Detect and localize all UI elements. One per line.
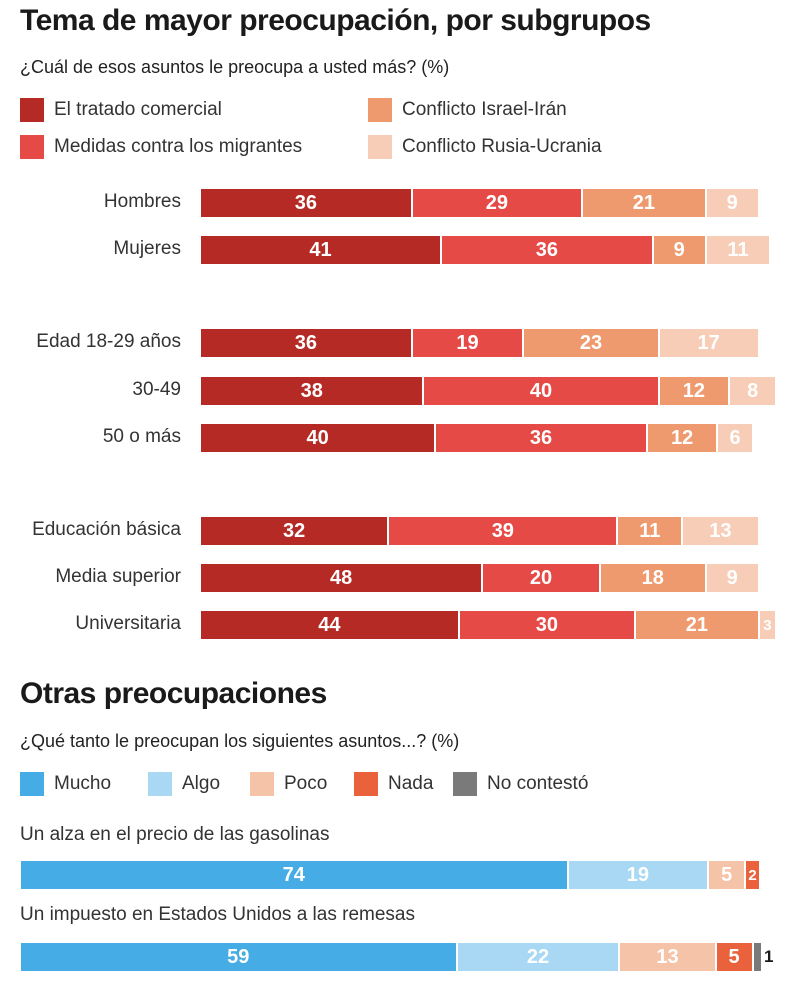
- legend-item-israel-iran: Conflicto Israel-Irán: [368, 98, 567, 122]
- row-label: Hombres: [103, 191, 181, 212]
- row-label: Educación básica: [32, 519, 181, 540]
- legend-swatch: [20, 135, 44, 159]
- bar-segment: 9: [706, 189, 760, 217]
- bar-segment: 9: [706, 564, 760, 592]
- bar-segment: 3: [759, 611, 778, 639]
- legend-swatch: [354, 772, 378, 796]
- legend-swatch: [20, 98, 44, 122]
- legend-swatch: [368, 135, 392, 159]
- bar-segment: 36: [436, 424, 648, 452]
- bar-segment: 20: [483, 564, 601, 592]
- chart2-title: Otras preocupaciones: [20, 677, 327, 710]
- bar-segment: 41: [201, 236, 443, 264]
- row-label: Edad 18-29 años: [36, 331, 181, 352]
- row-label: 30-49: [132, 379, 181, 400]
- bar-segment: 74: [21, 861, 569, 889]
- bar-segment: 48: [201, 564, 484, 592]
- bar-segment: 5: [709, 861, 747, 889]
- legend-label: Conflicto Rusia-Ucrania: [402, 136, 602, 157]
- legend-swatch: [20, 772, 44, 796]
- bar-segment: 1: [753, 943, 773, 971]
- bar-segment: 29: [412, 189, 584, 217]
- bar-segment: 19: [568, 861, 710, 889]
- bar-segment: 44: [201, 611, 460, 639]
- legend-item-nada: Nada: [354, 772, 433, 796]
- legend-swatch: [453, 772, 477, 796]
- bar-segment: 36: [442, 236, 654, 264]
- bar-segment: 40: [201, 424, 437, 452]
- chart1-title: Tema de mayor preocupación, por subgrupo…: [20, 4, 651, 37]
- chart1-subtitle: ¿Cuál de esos asuntos le preocupa a uste…: [20, 57, 450, 77]
- bar-segment-label: 1: [763, 947, 774, 966]
- row-label: 50 o más: [102, 426, 181, 447]
- bar-segment: 5: [716, 943, 754, 971]
- legend-label: No contestó: [487, 773, 589, 794]
- legend-item-mucho: Mucho: [20, 772, 111, 796]
- legend-item-rusia-ucrania: Conflicto Rusia-Ucrania: [368, 135, 602, 159]
- bar-segment: 18: [600, 564, 707, 592]
- legend-item-poco: Poco: [250, 772, 327, 796]
- legend-label: Medidas contra los migrantes: [54, 136, 303, 157]
- legend-item-no-contesto: No contestó: [453, 772, 588, 796]
- bar-segment: 21: [636, 611, 760, 639]
- bar-segment: 13: [620, 943, 717, 971]
- bar-segment: 32: [201, 517, 390, 545]
- concern-label: Un impuesto en Estados Unidos a las reme…: [20, 904, 415, 925]
- legend-item-tratado: El tratado comercial: [20, 98, 222, 122]
- bar-segment: 9: [653, 236, 707, 264]
- bar-segment: 59: [21, 943, 458, 971]
- bar-segment: 39: [389, 517, 619, 545]
- bar-segment: 23: [524, 329, 660, 357]
- bar-segment: 38: [201, 377, 425, 405]
- concern-label: Un alza en el precio de las gasolinas: [20, 824, 330, 845]
- legend-label: El tratado comercial: [54, 99, 222, 120]
- bar-segment: 11: [618, 517, 684, 545]
- bar-segment: 19: [412, 329, 525, 357]
- legend-swatch: [368, 98, 392, 122]
- legend-label: Algo: [182, 773, 221, 794]
- bar-segment: 36: [201, 189, 413, 217]
- row-label: Media superior: [55, 566, 181, 587]
- legend-item-migrantes: Medidas contra los migrantes: [20, 135, 302, 159]
- legend-label: Mucho: [54, 773, 112, 794]
- bar-segment: 21: [583, 189, 707, 217]
- bar-segment: 12: [659, 377, 731, 405]
- bar-segment: 13: [683, 517, 760, 545]
- bar-segment: 17: [659, 329, 760, 357]
- row-label: Universitaria: [75, 613, 181, 634]
- bar-segment: 22: [457, 943, 621, 971]
- bar-segment: 8: [730, 377, 778, 405]
- legend-label: Conflicto Israel-Irán: [402, 99, 567, 120]
- bar-segment: 36: [201, 329, 413, 357]
- legend-swatch: [148, 772, 172, 796]
- bar-segment: 30: [459, 611, 637, 639]
- bar-segment: 40: [424, 377, 660, 405]
- legend-label: Nada: [388, 773, 434, 794]
- legend-item-algo: Algo: [148, 772, 220, 796]
- bar-segment: 2: [746, 861, 761, 889]
- legend-swatch: [250, 772, 274, 796]
- bar-segment: 12: [647, 424, 719, 452]
- bar-segment: 11: [706, 236, 772, 264]
- bar-segment: 6: [718, 424, 754, 452]
- chart2-subtitle: ¿Qué tanto le preocupan los siguientes a…: [20, 731, 460, 751]
- row-label: Mujeres: [113, 238, 181, 259]
- legend-label: Poco: [284, 773, 328, 794]
